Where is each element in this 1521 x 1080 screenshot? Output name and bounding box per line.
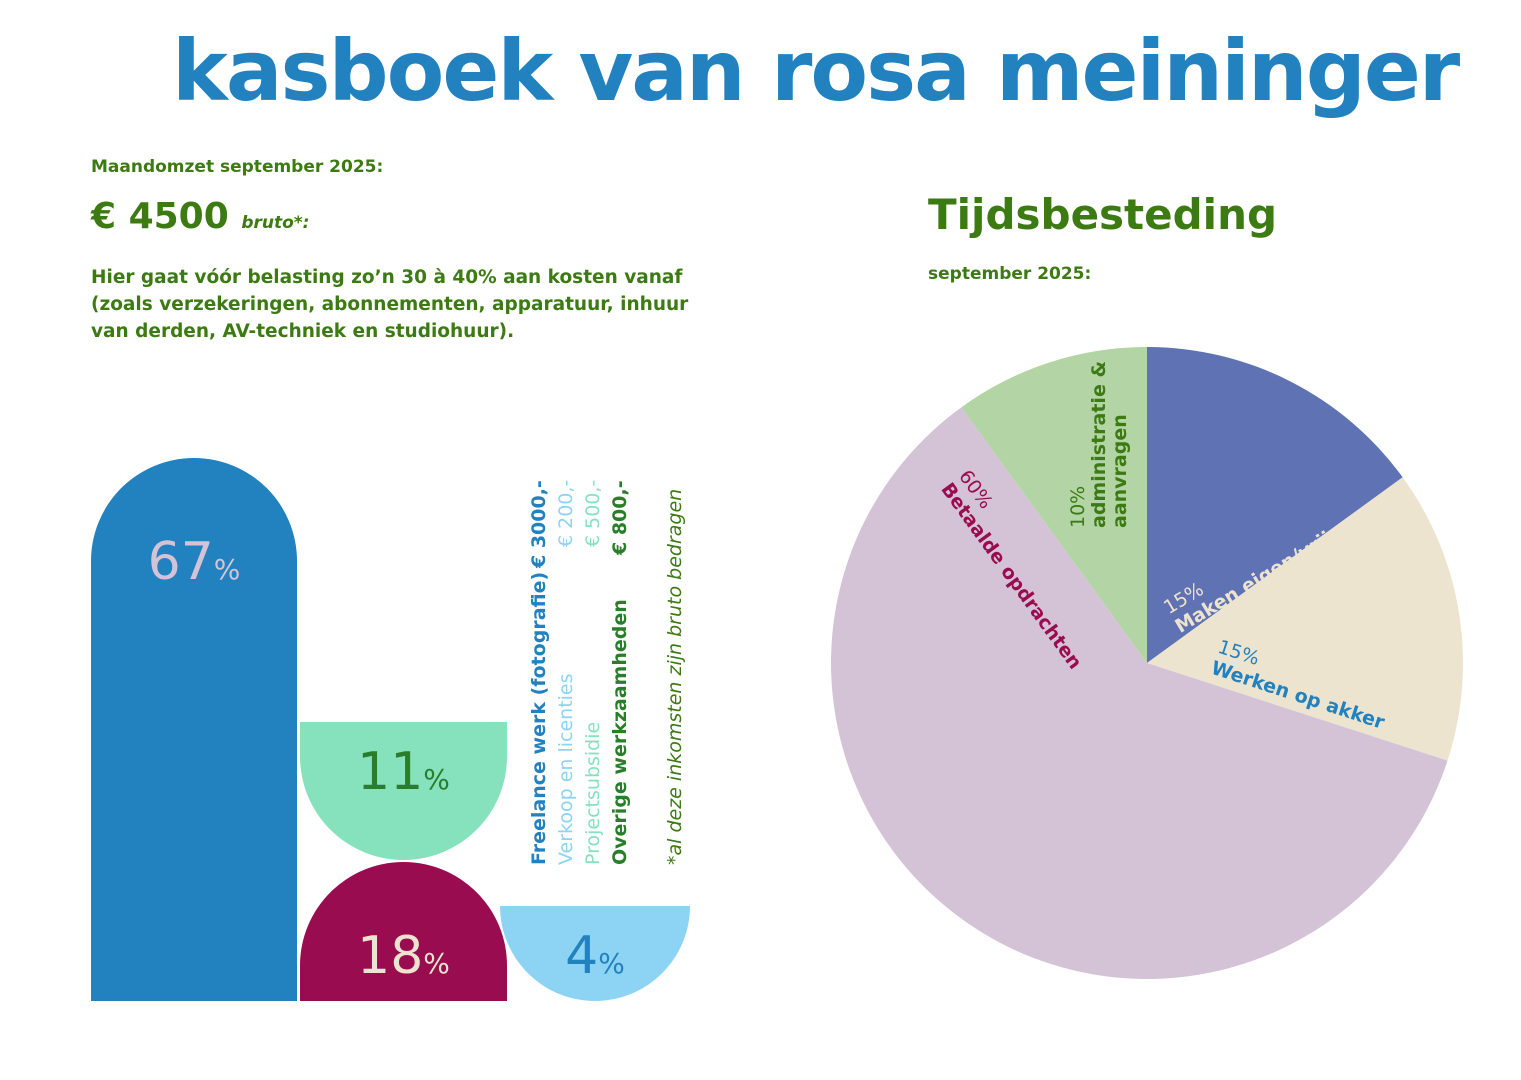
amount-note: bruto*:	[241, 213, 310, 233]
bar-label-verkoop: 4%	[565, 926, 625, 986]
bar-label-overige: 18%	[357, 926, 450, 986]
pie-slice-0	[1147, 346, 1403, 663]
pie-slice-2	[830, 407, 1448, 980]
logo-title: kasboek van rosa meininger	[172, 22, 1460, 120]
pie-slice-3	[961, 347, 1147, 663]
revenue-amount: € 4500 bruto*:	[91, 196, 309, 237]
bar-label-freelance: 67%	[147, 532, 241, 592]
amount-value: € 4500	[91, 196, 229, 237]
time-subtitle: september 2025:	[928, 264, 1092, 284]
bar-freelance	[91, 458, 297, 1001]
revenue-subtitle: Maandomzet september 2025:	[91, 157, 384, 177]
bar-label-subsidie: 11%	[357, 742, 450, 802]
cost-note: Hier gaat vóór belasting zo’n 30 à 40% a…	[91, 267, 689, 342]
time-title: Tijdsbesteding	[928, 190, 1278, 239]
pie-label-admin: 10% administratie & aanvragen	[1067, 360, 1131, 528]
pie-slice-1	[1147, 477, 1463, 761]
